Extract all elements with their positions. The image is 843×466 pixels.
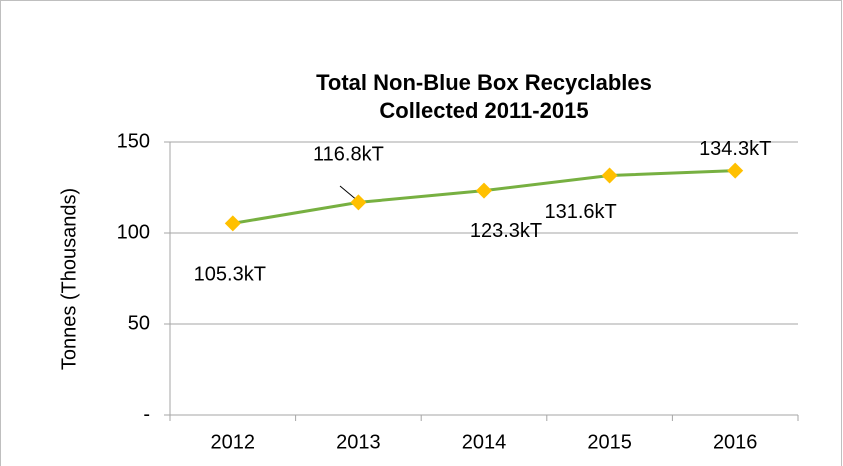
data-label: 134.3kT (699, 138, 771, 160)
data-point (476, 182, 492, 199)
chart-title: Total Non-Blue Box Recyclables (316, 70, 652, 95)
y-tick-label: 50 (128, 312, 150, 334)
x-tick-label: 2013 (336, 431, 381, 453)
data-point (727, 162, 744, 179)
y-axis-label: Tonnes (Thousands) (58, 188, 80, 370)
data-point (601, 167, 618, 184)
x-tick-label: 2016 (713, 431, 758, 453)
x-tick-label: 2015 (587, 431, 632, 453)
x-tick-label: 2014 (462, 431, 507, 453)
y-tick-label: - (143, 403, 150, 425)
data-label: 123.3kT (470, 220, 542, 242)
y-tick-label: 100 (117, 221, 150, 243)
data-label: 131.6kT (544, 201, 616, 223)
y-tick-label: 150 (117, 130, 150, 152)
data-label: 116.8kT (313, 144, 384, 166)
data-label: 105.3kT (194, 264, 266, 286)
data-point (350, 194, 367, 211)
x-tick-label: 2012 (211, 431, 256, 453)
data-point (224, 215, 241, 232)
chart-title: Collected 2011-2015 (379, 98, 588, 123)
